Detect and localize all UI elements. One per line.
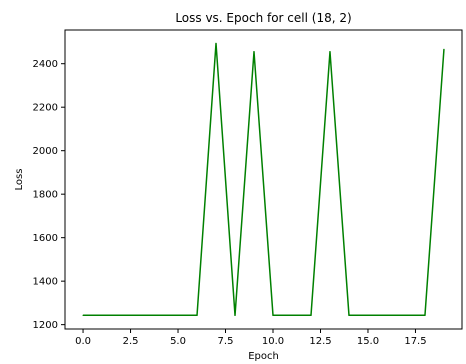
loss-data-point — [348, 314, 350, 316]
loss-data-point — [367, 314, 369, 316]
x-tick-label: 15.0 — [357, 336, 379, 347]
loss-data-point — [234, 314, 236, 316]
loss-data-point — [272, 314, 274, 316]
loss-data-point — [291, 314, 293, 316]
loss-data-point — [82, 314, 84, 316]
plot-area-frame — [64, 29, 463, 330]
y-tick-label: 1600 — [33, 233, 58, 244]
loss-data-point — [101, 314, 103, 316]
x-axis-label: Epoch — [248, 351, 279, 362]
loss-data-point — [310, 314, 312, 316]
y-axis-label: Loss — [14, 169, 25, 191]
x-tick-label: 17.5 — [404, 336, 426, 347]
x-tick-label: 10.0 — [262, 336, 284, 347]
loss-data-point — [158, 314, 160, 316]
x-axis-ticks: 0.0 2.5 5.0 7.5 10.0 12.5 15.0 17.5 — [75, 329, 427, 347]
loss-data-point — [386, 314, 388, 316]
y-axis-ticks: 1200 1400 1600 1800 2000 2200 2400 — [33, 59, 65, 331]
loss-data-point — [253, 51, 255, 53]
loss-data-point — [120, 314, 122, 316]
y-tick-label: 1800 — [33, 190, 58, 201]
loss-data-point — [443, 48, 445, 50]
x-tick-label: 5.0 — [170, 336, 186, 347]
chart-title: Loss vs. Epoch for cell (18, 2) — [175, 11, 351, 25]
loss-series-line — [83, 42, 445, 317]
x-tick-label: 12.5 — [309, 336, 331, 347]
series-layer — [82, 42, 445, 317]
x-tick-label: 7.5 — [218, 336, 234, 347]
loss-data-point — [177, 314, 179, 316]
loss-data-point — [424, 314, 426, 316]
loss-data-point — [405, 314, 407, 316]
x-tick-label: 0.0 — [75, 336, 91, 347]
y-tick-label: 2200 — [33, 103, 58, 114]
loss-data-point — [215, 42, 217, 45]
y-tick-label: 2400 — [33, 59, 58, 70]
loss-data-point — [329, 51, 331, 53]
loss-data-point — [196, 314, 198, 316]
y-tick-label: 1400 — [33, 277, 58, 288]
loss-data-point — [139, 314, 141, 316]
y-tick-label: 1200 — [33, 320, 58, 331]
x-tick-label: 2.5 — [123, 336, 139, 347]
y-tick-label: 2000 — [33, 146, 58, 157]
